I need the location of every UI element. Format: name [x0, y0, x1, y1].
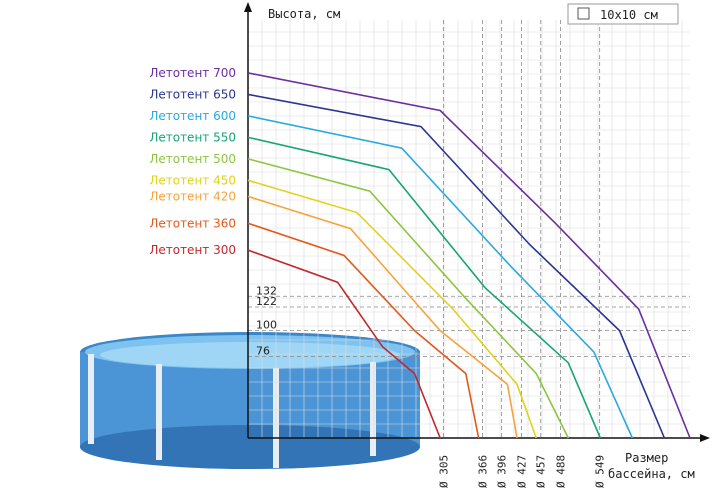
x-tick-label: Ø 396 [496, 455, 509, 488]
y-tick-label: 76 [256, 344, 270, 357]
series-line [247, 158, 570, 439]
y-axis-title: Высота, см [268, 7, 340, 21]
series-label: Летотент 300 [149, 243, 236, 257]
x-axis-arrow [700, 434, 710, 442]
guide-lines [248, 20, 690, 438]
scale-legend: 10x10 см [567, 3, 679, 25]
x-tick-label: Ø 305 [437, 455, 450, 488]
x-axis-title-line1: Размер [625, 451, 668, 465]
series-line [247, 222, 480, 439]
series-line [247, 195, 518, 439]
x-tick-label: Ø 366 [476, 455, 489, 488]
y-axis-arrow [244, 2, 252, 12]
series-line [247, 115, 634, 439]
series-label: Летотент 420 [149, 189, 236, 203]
x-tick-label: Ø 457 [535, 455, 548, 488]
x-tick-label: Ø 488 [555, 455, 568, 488]
y-tick-label: 122 [256, 295, 277, 308]
series-label: Летотент 550 [149, 130, 236, 144]
x-tick-label: Ø 427 [516, 455, 529, 488]
scale-note: 10x10 см [600, 8, 658, 22]
series-line [247, 136, 602, 439]
series-label: Летотент 360 [149, 216, 236, 230]
series-label: Летотент 700 [149, 66, 236, 80]
x-tick-labels: Ø 305 Ø 366 Ø 396 Ø 427 Ø 457 Ø 488 Ø 549 [437, 455, 606, 488]
series-label: Летотент 600 [149, 109, 236, 123]
series-lines [247, 72, 691, 439]
series-line [247, 72, 691, 439]
series-line [247, 179, 538, 439]
series-line [247, 93, 666, 439]
x-axis-title-line2: бассейна, см [608, 467, 695, 481]
y-tick-label: 132 [256, 284, 277, 297]
series-label: Летотент 650 [149, 87, 236, 101]
series-label: Летотент 500 [149, 152, 236, 166]
series-line [247, 249, 441, 439]
y-tick-label: 100 [256, 319, 277, 332]
x-tick-label: Ø 549 [594, 455, 607, 488]
axes [244, 2, 710, 442]
scale-square-icon [577, 7, 590, 20]
series-label: Летотент 450 [149, 173, 236, 187]
pool-illustration [80, 332, 420, 469]
series-labels: Летотент 700 Летотент 650 Летотент 600 Лето… [149, 66, 236, 257]
